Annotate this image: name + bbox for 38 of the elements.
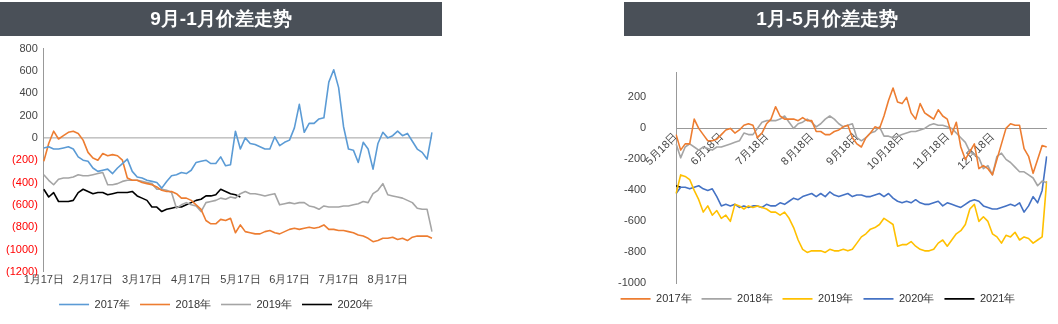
y-tick-label: 0: [31, 130, 38, 143]
y-tick-label: 400: [19, 86, 38, 99]
x-tick-label: 8月17日: [367, 273, 408, 286]
y-tick-label: (600): [12, 197, 38, 210]
y-tick-label: (400): [12, 175, 38, 188]
x-tick-label: 8月18日: [778, 130, 816, 168]
legend-label: 2020年: [337, 297, 373, 310]
y-tick-label: 200: [19, 108, 38, 121]
y-tick-label: 600: [19, 63, 38, 76]
chart-title: 1月-5月价差走势: [624, 2, 1030, 36]
y-tick-label: (1000): [6, 242, 38, 255]
legend-label: 2017年: [656, 291, 692, 304]
x-tick-label: 3月17日: [121, 273, 163, 286]
x-tick-label: 10月18日: [864, 130, 906, 172]
legend-label: 2017年: [94, 297, 131, 310]
y-tick-label: -800: [624, 245, 647, 258]
x-tick-label: 2月17日: [72, 273, 114, 286]
y-tick-label: -200: [624, 152, 647, 165]
chart-title: 9月-1月价差走势: [0, 2, 442, 36]
y-tick-label: 0: [640, 121, 647, 134]
legend-label: 2020年: [898, 291, 935, 304]
y-tick-label: -600: [624, 214, 647, 227]
x-tick-label: 7月17日: [318, 273, 359, 286]
y-tick-label: 800: [19, 41, 38, 54]
x-tick-label: 6月17日: [269, 273, 310, 286]
legend-label: 2018年: [737, 291, 773, 304]
y-tick-label: (200): [12, 153, 38, 166]
legend-label: 2019年: [818, 291, 854, 304]
y-tick-label: -1000: [617, 276, 647, 289]
legend-label: 2018年: [175, 297, 212, 310]
legend-label: 2019年: [256, 297, 292, 310]
y-tick-label: (800): [12, 220, 38, 233]
legend-label: 2021年: [979, 291, 1016, 304]
y-tick-label: -400: [624, 183, 647, 196]
x-tick-label: 4月17日: [171, 273, 212, 286]
x-tick-label: 5月17日: [220, 273, 261, 286]
y-tick-label: 200: [627, 90, 647, 103]
x-tick-label: 11月18日: [910, 130, 951, 171]
